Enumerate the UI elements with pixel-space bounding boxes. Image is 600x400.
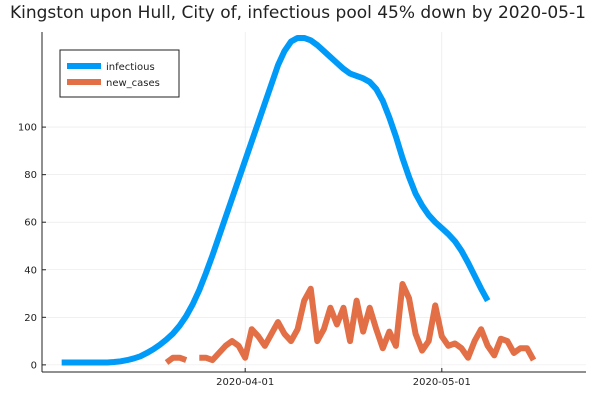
grid [42, 32, 586, 372]
y-tick-label: 20 [24, 313, 37, 324]
series-line-new-cases [164, 281, 537, 365]
legend-label-infectious: infectious [106, 62, 155, 73]
legend: infectious new_cases [59, 49, 180, 98]
chart-title: Kingston upon Hull, City of, infectious … [10, 3, 586, 23]
y-tick-label: 80 [24, 170, 37, 181]
x-tick-label: 2020-04-01 [216, 377, 274, 388]
y-tick-label: 100 [18, 123, 37, 134]
y-tick-label: 40 [24, 265, 37, 276]
legend-box [59, 49, 180, 98]
legend-label-new-cases: new_cases [106, 78, 160, 89]
y-tick-label: 0 [31, 360, 37, 371]
x-tick-label: 2020-05-01 [413, 377, 471, 388]
series-layer [61, 34, 537, 366]
y-tick-label: 60 [24, 218, 37, 229]
series-line-infectious [61, 34, 491, 366]
axes: 0 20 40 60 80 100 2020-04-01 2020-05-01 [18, 32, 586, 388]
